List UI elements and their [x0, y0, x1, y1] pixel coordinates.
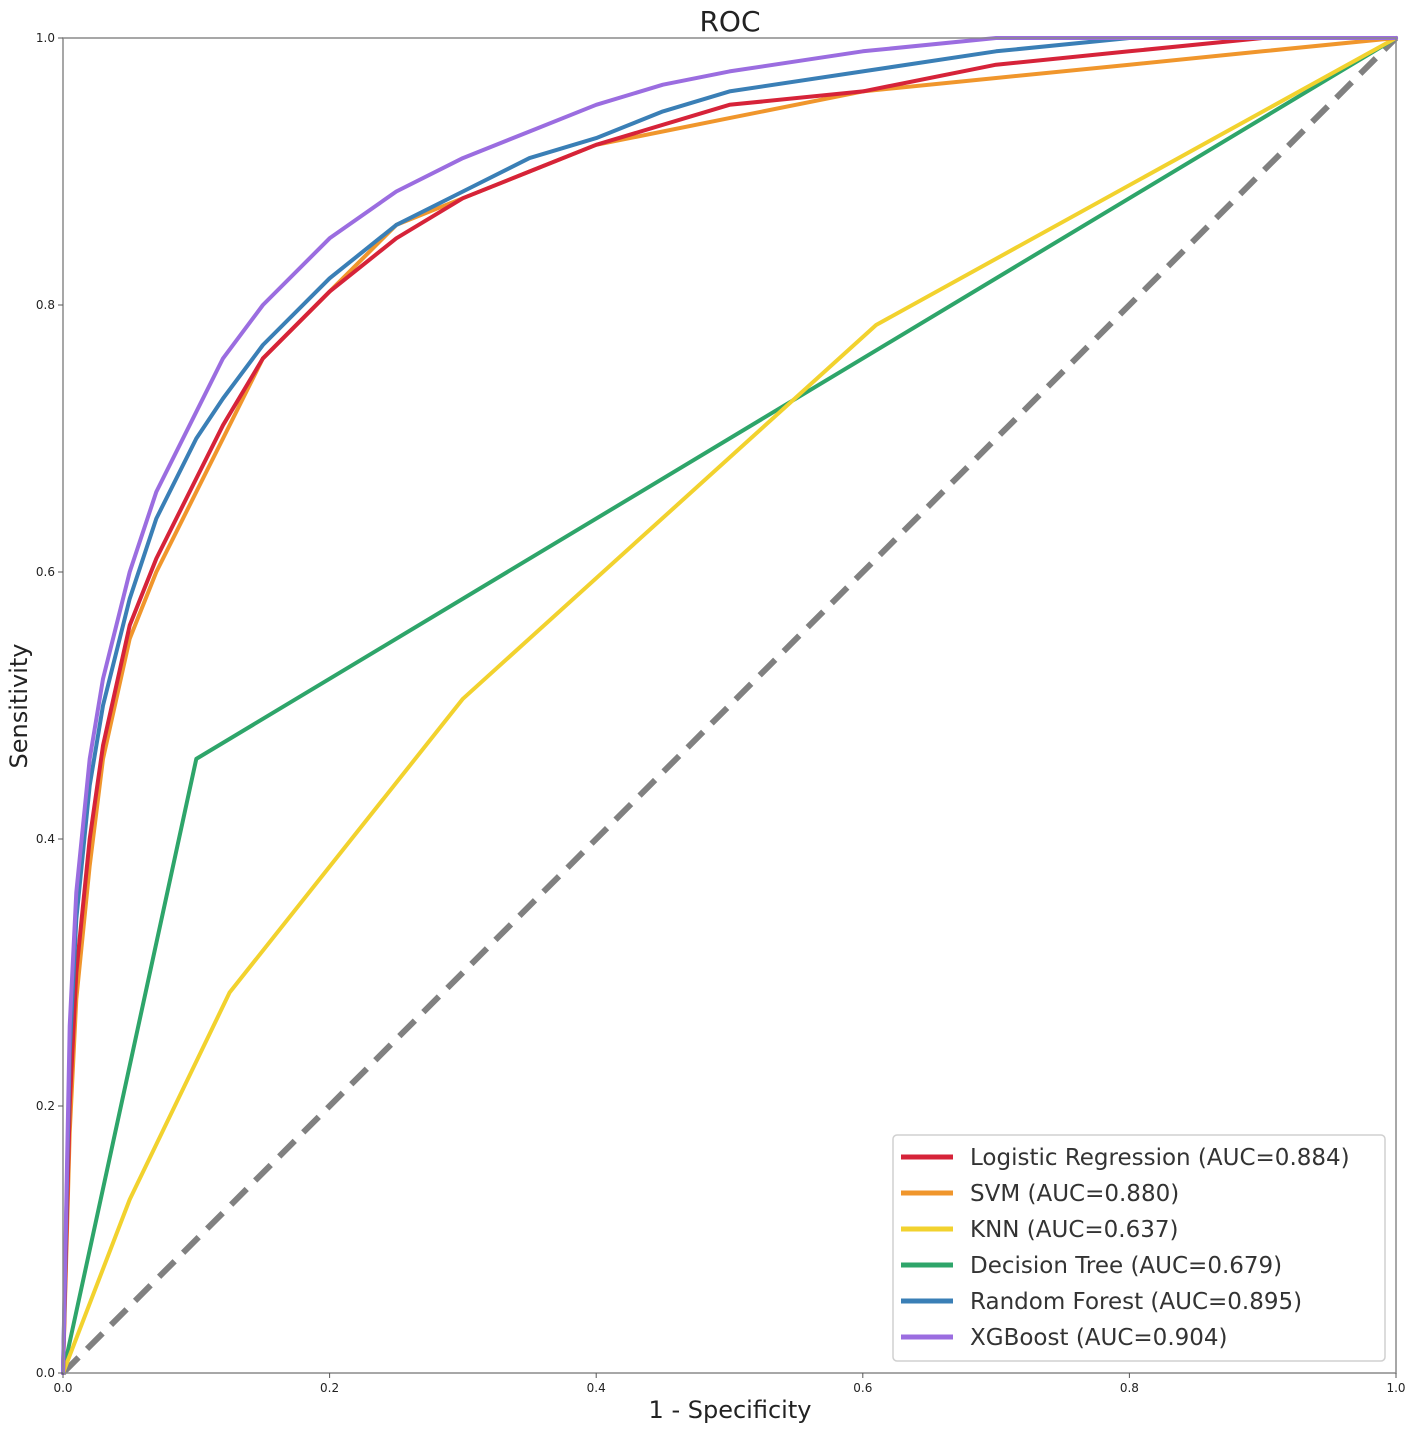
series-line-knn — [61, 36, 1398, 1375]
series-line-random-forest — [61, 36, 1398, 1375]
x-tick-label: 0.2 — [320, 1381, 339, 1395]
x-tick-label: 0.0 — [53, 1381, 72, 1395]
reference-diagonal-line — [60, 35, 1399, 1376]
y-tick-label: 0.6 — [36, 565, 55, 579]
y-tick-label: 0.4 — [36, 832, 55, 846]
series-line-xgboost — [61, 36, 1398, 1375]
legend-entry-label: Logistic Regression (AUC=0.884) — [970, 1145, 1350, 1171]
chart-title: ROC — [699, 5, 760, 38]
y-tick-label: 0.0 — [36, 1366, 55, 1380]
legend-box — [892, 1134, 1386, 1362]
legend-entry-label: Random Forest (AUC=0.895) — [970, 1289, 1302, 1315]
x-axis-title: 1 - Specificity — [649, 1396, 812, 1424]
series-line-logistic-regression — [61, 36, 1398, 1375]
y-tick-label: 1.0 — [36, 31, 55, 45]
legend-entry-label: SVM (AUC=0.880) — [970, 1181, 1179, 1207]
plot-frame — [62, 37, 1397, 1374]
legend-entry-label: Decision Tree (AUC=0.679) — [970, 1253, 1282, 1279]
x-tick-label: 0.8 — [1120, 1381, 1139, 1395]
plot-area — [60, 35, 1399, 1376]
axis-ticks: 0.0 0.2 0.4 0.6 0.8 1.0 0.0 0.2 0.4 0.6 0.8 1.0 — [36, 31, 1406, 1395]
x-tick-label: 1.0 — [1386, 1381, 1405, 1395]
x-tick-label: 0.4 — [587, 1381, 606, 1395]
series-line-decision-tree — [61, 36, 1398, 1375]
x-tick-label: 0.6 — [853, 1381, 872, 1395]
y-tick-label: 0.2 — [36, 1099, 55, 1113]
legend-entry-label: KNN (AUC=0.637) — [970, 1217, 1179, 1243]
y-tick-label: 0.8 — [36, 298, 55, 312]
legend: Logistic Regression (AUC=0.884) SVM (AUC=… — [892, 1134, 1386, 1362]
y-axis-title: Sensitivity — [5, 644, 33, 769]
legend-entry-label: XGBoost (AUC=0.904) — [970, 1325, 1228, 1351]
